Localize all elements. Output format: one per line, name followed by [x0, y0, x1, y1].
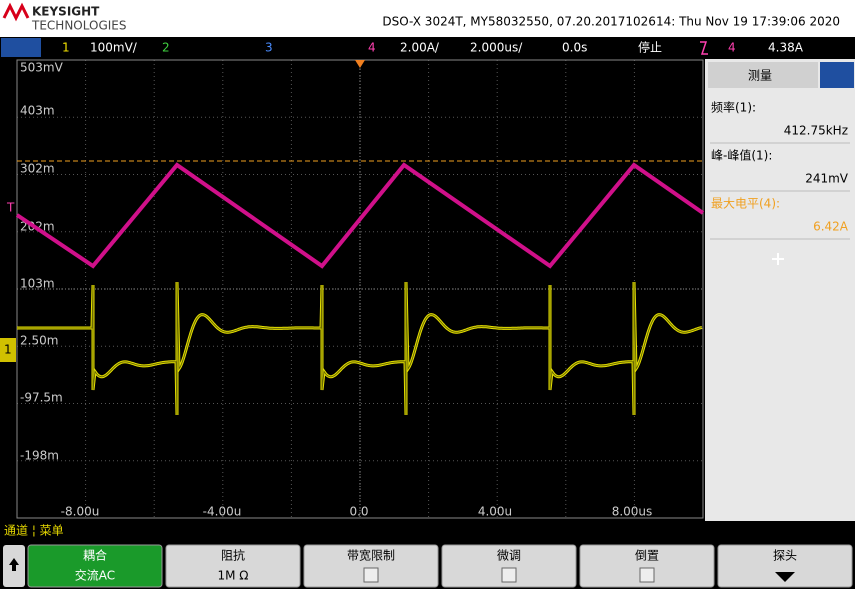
softkey[interactable]: [579, 544, 715, 588]
softkey-checkbox: [639, 567, 655, 583]
brand-sub: TECHNOLOGIES: [31, 19, 126, 33]
softkey-label: 微调: [497, 549, 521, 563]
trigger-pos: [355, 60, 365, 68]
status-trig-level: 4.38A: [768, 41, 804, 55]
logo: [2, 2, 30, 22]
y-label: 2.50m: [20, 334, 58, 348]
y-label: -198m: [20, 449, 59, 463]
x-label: 8.00us: [612, 505, 653, 519]
menu-title: 通道 ¦ 菜单: [4, 524, 64, 538]
status-ch1-scale: 100mV/: [90, 41, 138, 55]
softkey-checkbox: [501, 567, 517, 583]
status-run-state: 停止: [638, 40, 662, 55]
brand: KEYSIGHT: [32, 5, 100, 19]
measure-value: 6.42A: [813, 220, 849, 234]
x-label: -8.00u: [61, 505, 100, 519]
softkey-value: 交流AC: [75, 568, 115, 583]
status-ch1: 1: [62, 41, 70, 55]
y-label: 103m: [20, 277, 55, 291]
status-timebase: 2.000us/: [470, 41, 523, 55]
softkey[interactable]: [165, 544, 301, 588]
ch4-waveform: [15, 162, 705, 269]
measure-tab[interactable]: [708, 62, 818, 88]
softkey-value: 1M Ω: [218, 569, 249, 583]
measure-value: 241mV: [805, 172, 849, 186]
scope-screen: [0, 59, 705, 521]
scope-info: DSO-X 3024T, MY58032550, 07.20.201710261…: [382, 15, 840, 29]
menu-button[interactable]: [1, 38, 41, 57]
softkey[interactable]: [303, 544, 439, 588]
softkey-arrow: [775, 572, 795, 582]
trigger-icon: [700, 41, 708, 55]
ch1-marker: 1: [4, 343, 12, 357]
softkey[interactable]: [717, 544, 853, 588]
softkey-label: 带宽限制: [347, 548, 395, 563]
back-arrow: [9, 558, 19, 571]
status-ch3: 3: [265, 41, 273, 55]
measure-panel: [705, 59, 855, 521]
y-label: -97.5m: [20, 391, 63, 405]
status-ch4: 4: [368, 41, 376, 55]
softkey[interactable]: [27, 544, 163, 588]
status-bar: [0, 37, 855, 59]
softkey-label: 探头: [773, 549, 797, 563]
status-delay: 0.0s: [562, 41, 587, 55]
measure-value: 412.75kHz: [784, 124, 848, 138]
softkey-label: 耦合: [83, 548, 107, 563]
softkey-label: 阻抗: [221, 548, 245, 563]
x-label: 4.00u: [478, 505, 512, 519]
measure-tab-icon[interactable]: [820, 62, 854, 88]
ch1-waveform-core: [17, 281, 703, 416]
status-ch2: 2: [162, 41, 170, 55]
measure-label: 最大电平(4):: [711, 197, 780, 211]
y-label: 503mV: [20, 61, 64, 75]
x-label: -4.00u: [203, 505, 242, 519]
softkey-checkbox: [363, 567, 379, 583]
ch1-marker-box: [0, 338, 16, 362]
measure-title: 测量: [748, 69, 772, 83]
status-trig-source: 4: [728, 41, 736, 55]
measure-add-icon: [772, 253, 784, 265]
softkey[interactable]: [441, 544, 577, 588]
softkey-label: 倒置: [635, 549, 659, 563]
trigger-marker: T: [6, 201, 15, 215]
y-label: 403m: [20, 104, 55, 118]
x-label: 0.0: [349, 505, 368, 519]
measure-label: 峰-峰值(1):: [711, 148, 772, 163]
status-ch4-scale: 2.00A/: [400, 41, 440, 55]
measure-label: 频率(1):: [711, 100, 756, 115]
y-label: 302m: [20, 162, 55, 176]
